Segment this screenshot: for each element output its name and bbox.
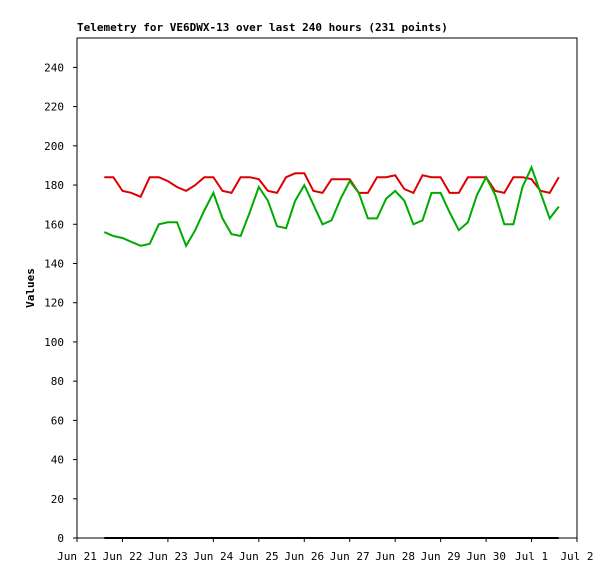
y-tick-label: 200 bbox=[44, 140, 64, 153]
data-line bbox=[104, 172, 560, 199]
x-tick-label: Jun 22 bbox=[103, 550, 143, 563]
y-tick-label: 160 bbox=[44, 218, 64, 231]
x-tick-label: Jun 24 bbox=[193, 550, 233, 563]
y-tick-label: 240 bbox=[44, 61, 64, 74]
y-tick-label: 20 bbox=[51, 493, 64, 506]
x-tick-label: Jun 27 bbox=[330, 550, 370, 563]
data-line bbox=[103, 164, 560, 249]
x-tick-label: Jun 25 bbox=[239, 550, 279, 563]
y-tick-label: 100 bbox=[44, 336, 64, 349]
y-tick-label: 0 bbox=[57, 532, 64, 545]
chart-title: Telemetry for VE6DWX-13 over last 240 ho… bbox=[77, 21, 448, 34]
x-tick-label: Jun 21 bbox=[57, 550, 97, 563]
y-tick-label: 140 bbox=[44, 257, 64, 270]
y-tick-label: 180 bbox=[44, 179, 64, 192]
y-tick-label: 60 bbox=[51, 414, 64, 427]
y-tick-label: 220 bbox=[44, 101, 64, 114]
x-tick-label: Jun 29 bbox=[421, 550, 461, 563]
y-tick-label: 120 bbox=[44, 297, 64, 310]
x-tick-label: Jul 1 bbox=[515, 550, 548, 563]
x-tick-label: Jun 30 bbox=[466, 550, 506, 563]
x-tick-label: Jul 2 bbox=[560, 550, 593, 563]
x-tick-label: Jun 28 bbox=[375, 550, 415, 563]
y-axis-label: Values bbox=[24, 268, 37, 308]
x-tick-label: Jun 23 bbox=[148, 550, 188, 563]
plot-frame bbox=[76, 37, 578, 539]
y-tick-label: 80 bbox=[51, 375, 64, 388]
y-tick-label: 40 bbox=[51, 454, 64, 467]
x-tick-label: Jun 26 bbox=[284, 550, 324, 563]
